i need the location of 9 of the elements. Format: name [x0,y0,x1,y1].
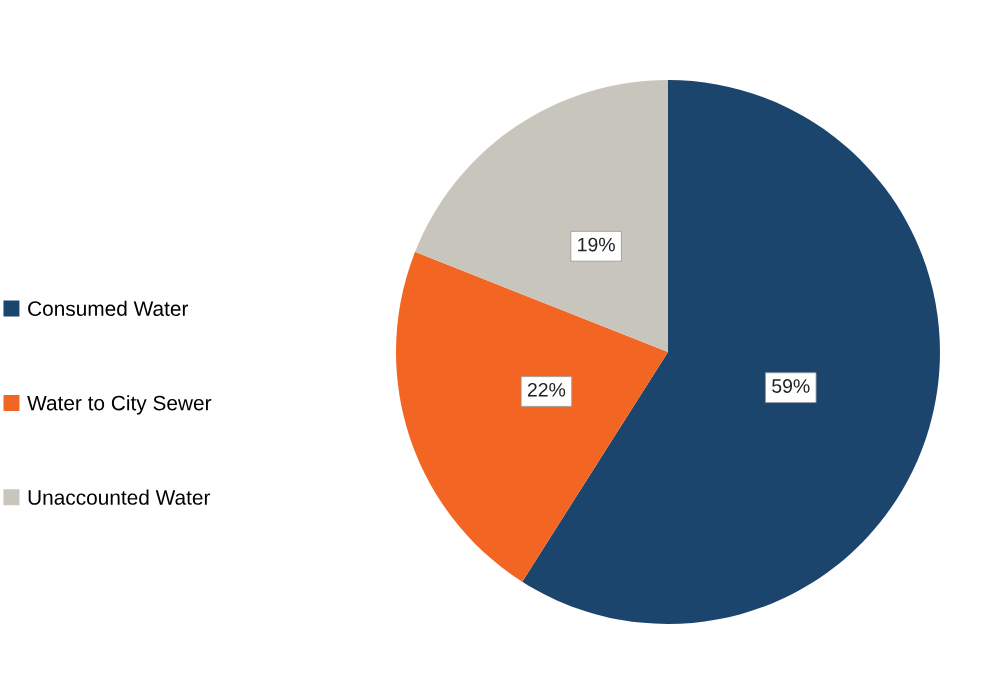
data-label: 59% [772,379,810,393]
pie-slice [396,251,668,582]
pie-slice [522,80,940,624]
legend-label: Consumed Water [28,300,189,317]
legend-label: Unaccounted Water [28,489,211,505]
pie-slice [415,80,668,352]
data-label: 22% [527,382,566,397]
data-label: 19% [578,237,615,252]
legend-label: Water to City Sewer [27,395,212,415]
